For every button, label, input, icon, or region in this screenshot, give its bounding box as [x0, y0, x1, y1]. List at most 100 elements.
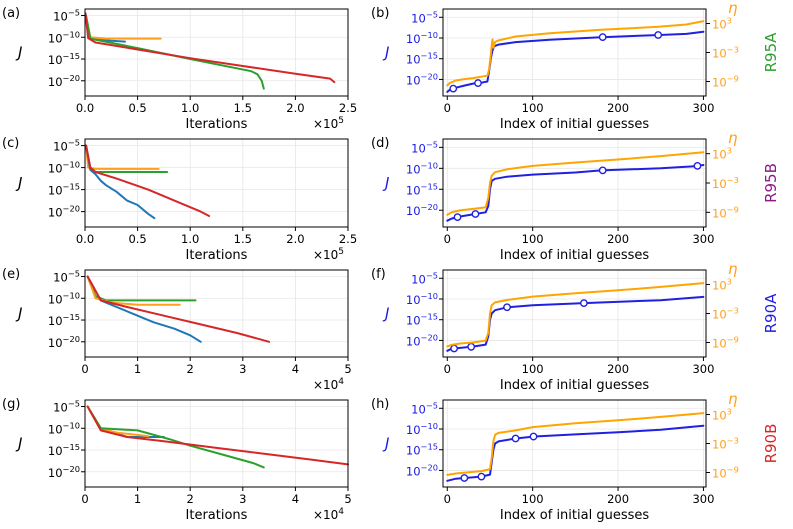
y-tick-label: 10−20: [48, 464, 80, 480]
y-tick-label: 10−5: [53, 399, 80, 415]
x-tick-label: 1: [134, 492, 141, 506]
x-multiplier: ×104: [313, 377, 344, 392]
x-tick-label: 1.5: [234, 101, 252, 115]
series-line-green: [85, 14, 265, 90]
y-tick-label: 10−20: [48, 204, 80, 220]
data-marker: [693, 161, 702, 170]
y-tick-label: 10−5: [53, 138, 80, 154]
y-axis-label: J: [382, 435, 389, 453]
x-tick-label: 0: [81, 492, 88, 506]
dataset-side-label: R90B: [762, 424, 780, 464]
y-tick-label: 10−5: [411, 139, 438, 155]
data-marker: [529, 432, 538, 441]
x-tick-label: 3: [239, 492, 246, 506]
y-tick-label: 10−10: [48, 420, 80, 436]
x-tick-label: 2.0: [286, 232, 304, 246]
x-tick-label: 5: [344, 492, 351, 506]
x-tick-label: 0.0: [76, 101, 94, 115]
panel-a: 0.0 0.5 1.0 1.5 2.0 2.5 10−5 10−10 10−15 10−20 (a)…: [2, 6, 357, 132]
y2-tick-label: 10−9: [712, 335, 739, 351]
y2-axis-label: η: [728, 260, 738, 278]
series-line-J: [446, 424, 705, 482]
panel-e: 0 1 2 3 4 5 10−5 10−10 10−15 10−20 (e) J ×104: [2, 267, 352, 392]
y-tick-label: 10−20: [48, 334, 80, 350]
series-line-J: [446, 164, 705, 222]
y2-axis-label: η: [728, 0, 738, 17]
y2-tick-label: 10−3: [712, 436, 739, 452]
series-line-η: [446, 20, 705, 87]
y-axis-label: J: [15, 305, 22, 323]
y-tick-label: 10−15: [406, 312, 438, 328]
x-tick-label: 100: [522, 492, 544, 506]
y2-axis-label: η: [728, 390, 738, 408]
x-tick-label: 300: [692, 362, 714, 376]
x-tick-label: 0: [444, 232, 451, 246]
series-line-J: [446, 295, 705, 352]
y-tick-label: 10−10: [48, 29, 80, 45]
plot-frame: [442, 269, 707, 358]
data-marker: [471, 210, 480, 218]
x-tick-label: 200: [607, 232, 629, 246]
y2-tick-label: 103: [712, 407, 732, 423]
x-tick-label: 100: [522, 232, 544, 246]
x-tick-label: 4: [292, 492, 299, 506]
panel-label: (c): [2, 136, 19, 151]
y2-tick-label: 10−9: [712, 204, 739, 220]
x-axis-label: Index of initial guesses: [500, 378, 649, 393]
data-marker: [467, 342, 476, 351]
y-tick-label: 10−15: [406, 51, 438, 67]
data-marker: [477, 472, 486, 481]
series-line-red: [86, 405, 349, 466]
x-tick-label: 1.5: [234, 232, 252, 246]
x-tick-label: 100: [522, 101, 544, 115]
grid-e: [84, 270, 349, 357]
dataset-side-label: R90A: [762, 293, 780, 334]
series-line-orange: [85, 144, 160, 170]
x-tick-label: 2.5: [339, 101, 357, 115]
y-tick-label: 10−15: [48, 312, 80, 328]
y2-tick-label: 103: [712, 16, 732, 32]
x-axis-label: Iterations: [186, 248, 248, 263]
grid-a: [84, 9, 349, 96]
panel-d: 0 100 200 300 10−5 10−10 10−15 10−20 103 10−3 10−9…: [371, 129, 780, 263]
y-tick-label: 10−15: [406, 442, 438, 458]
y-tick-label: 10−5: [411, 9, 438, 25]
y-tick-label: 10−10: [406, 160, 438, 176]
y-tick-label: 10−10: [48, 290, 80, 306]
y-tick-label: 10−20: [406, 202, 438, 218]
x-tick-label: 200: [607, 492, 629, 506]
x-tick-label: 2: [187, 492, 194, 506]
x-tick-label: 300: [692, 492, 714, 506]
x-tick-label: 4: [292, 362, 299, 376]
y-tick-label: 10−20: [406, 332, 438, 348]
y-tick-label: 10−15: [48, 442, 80, 458]
x-tick-label: 1: [134, 362, 141, 376]
panel-label: (g): [2, 397, 20, 412]
data-marker: [449, 84, 458, 93]
x-tick-label: 200: [607, 101, 629, 115]
data-marker: [450, 344, 459, 353]
series-line-red: [86, 275, 271, 343]
data-marker: [598, 33, 607, 42]
y-tick-label: 10−10: [406, 421, 438, 437]
y-tick-label: 10−15: [48, 182, 80, 198]
y2-tick-label: 103: [712, 277, 732, 293]
x-tick-label: 0: [444, 101, 451, 115]
panel-label: (e): [2, 267, 20, 282]
x-tick-label: 0: [81, 362, 88, 376]
y-axis-label: J: [382, 305, 389, 323]
x-tick-label: 0.5: [128, 232, 146, 246]
panel-b: 0 100 200 300 10−5 10−10 10−15 10−20 103 10−3 10−9…: [371, 0, 780, 132]
y2-tick-label: 10−3: [712, 45, 739, 61]
y-tick-label: 10−10: [406, 291, 438, 307]
y-tick-label: 10−15: [406, 181, 438, 197]
series-line-orange: [85, 18, 162, 40]
series-line-blue: [86, 275, 202, 343]
x-tick-label: 100: [522, 362, 544, 376]
series-line-green: [86, 275, 197, 302]
panel-g: 0 1 2 3 4 5 10−5 10−10 10−15 10−20 (g) J Iterations ×…: [2, 397, 352, 523]
data-marker: [503, 303, 511, 312]
panel-f: 0 100 200 300 10−5 10−10 10−15 10−20 103 10−3 10−9…: [371, 260, 780, 393]
y-axis-label: J: [382, 174, 389, 192]
